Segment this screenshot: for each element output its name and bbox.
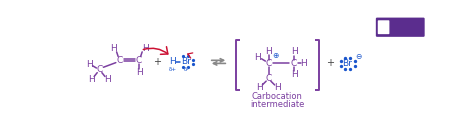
- FancyArrowPatch shape: [143, 47, 168, 54]
- Text: C: C: [265, 74, 272, 82]
- Text: H: H: [104, 75, 110, 84]
- Text: ⊕: ⊕: [272, 51, 279, 60]
- Text: H: H: [110, 44, 117, 52]
- Text: H: H: [142, 44, 149, 52]
- Text: ⊖: ⊖: [355, 52, 362, 61]
- Text: +: +: [326, 58, 334, 68]
- Text: B: B: [380, 23, 387, 32]
- Text: C: C: [96, 65, 103, 74]
- Text: C: C: [136, 56, 142, 65]
- Text: +: +: [153, 57, 161, 67]
- FancyBboxPatch shape: [376, 18, 425, 37]
- Text: Br: Br: [343, 59, 353, 68]
- Text: H: H: [254, 53, 261, 62]
- Text: Carbocation: Carbocation: [252, 92, 303, 101]
- FancyBboxPatch shape: [378, 20, 390, 34]
- Text: H: H: [89, 75, 95, 84]
- Text: H: H: [86, 60, 93, 69]
- Text: intermediate: intermediate: [250, 100, 305, 109]
- Text: C: C: [265, 59, 272, 68]
- Text: C: C: [117, 56, 123, 65]
- Text: H: H: [291, 47, 298, 56]
- Text: δ+: δ+: [168, 67, 176, 72]
- Text: BYJU'S: BYJU'S: [395, 20, 423, 29]
- Text: δ-: δ-: [183, 67, 189, 72]
- Text: H: H: [169, 57, 176, 66]
- Text: H: H: [256, 83, 263, 92]
- Text: H: H: [136, 68, 143, 77]
- Text: The Learning App: The Learning App: [391, 28, 427, 32]
- Text: Br: Br: [181, 57, 191, 66]
- FancyArrowPatch shape: [188, 53, 193, 58]
- Text: H: H: [291, 70, 298, 79]
- Text: H: H: [300, 59, 307, 68]
- Text: H: H: [274, 83, 281, 92]
- Text: C: C: [291, 59, 297, 68]
- Text: H: H: [265, 47, 272, 56]
